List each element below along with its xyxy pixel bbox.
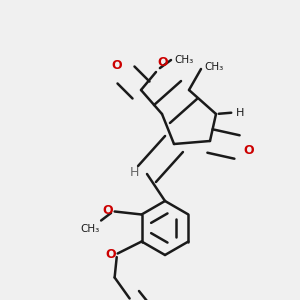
Text: O: O bbox=[106, 248, 116, 262]
Text: O: O bbox=[243, 143, 254, 157]
Text: CH₃: CH₃ bbox=[204, 62, 223, 73]
Text: O: O bbox=[111, 59, 122, 72]
Text: O: O bbox=[103, 203, 113, 217]
Text: O: O bbox=[158, 56, 168, 69]
Text: H: H bbox=[130, 166, 140, 179]
Text: H: H bbox=[236, 107, 244, 118]
Text: CH₃: CH₃ bbox=[80, 224, 100, 233]
Text: CH₃: CH₃ bbox=[174, 55, 193, 65]
